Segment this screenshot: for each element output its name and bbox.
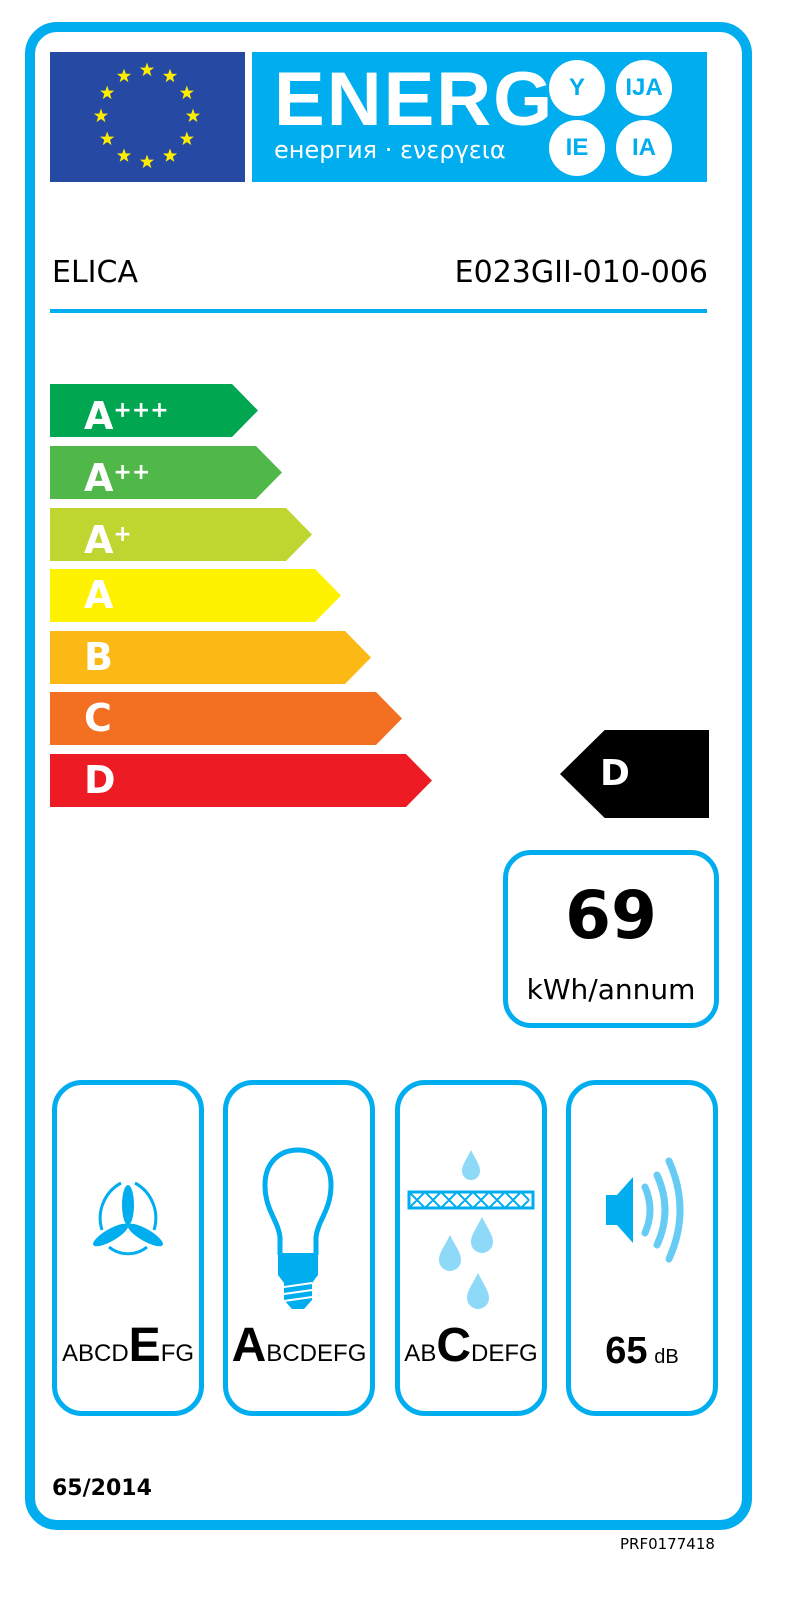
star-icon [179,85,194,100]
suffix-ija: IJA [616,60,672,116]
eu-flag [50,52,245,182]
scale-letter: E [488,1340,505,1367]
speaker-icon [606,1157,684,1263]
rating-letter: D [600,753,630,794]
class-letter: A [84,518,114,562]
energy-class-bar: B [50,631,371,684]
energy-class-bar: A++ [50,446,282,499]
energy-title: ENERG [274,57,555,142]
star-icon [162,68,178,83]
fan-efficiency-scale: ABCDEFG [57,1318,199,1373]
star-icon [100,85,115,100]
fan-icon [93,1181,163,1256]
scale-letter: B [420,1340,437,1367]
star-icon [116,68,132,83]
star-icon [185,108,201,123]
energy-class-bar: D [50,754,432,807]
scale-letter: A [61,1340,78,1367]
scale-letter: C [282,1340,300,1367]
scale-letter: E [128,1319,161,1372]
star-icon [139,62,155,77]
scale-letter: G [519,1340,538,1367]
scale-letter: C [436,1319,471,1372]
supplier-name: ELICA [52,255,138,290]
grease-filtering-scale: ABCDEFG [400,1318,542,1373]
class-plus: ++ [113,460,151,485]
consumption-box: 69 kWh/annum [503,850,719,1028]
class-letter: A [84,456,114,500]
energy-class-bar: A+++ [50,384,258,437]
grease-filter-icon [407,1150,535,1309]
star-icon [100,131,115,146]
light-bulb-icon [262,1147,334,1309]
grease-filtering-box: ABCDEFG [395,1080,547,1416]
class-letter: A [84,394,114,438]
fluid-dynamic-efficiency-box: ABCDEFG [52,1080,204,1416]
label-frame [25,22,752,1530]
scale-letter: F [160,1340,176,1367]
star-icon [162,148,178,162]
class-plus: +++ [113,398,169,423]
suffix-y: Y [549,60,605,116]
suffix-ia: IA [616,120,672,176]
regulation-number: 65/2014 [52,1476,152,1501]
energy-class-bar: A [50,569,341,622]
star-icon [116,148,132,162]
scale-letter: D [299,1340,317,1367]
model-id: E023GII-010-006 [454,255,708,290]
scale-letter: D [111,1340,129,1367]
eu-stars-icon [93,62,201,169]
noise-unit: dB [654,1346,679,1368]
divider [50,309,707,313]
class-letter: C [84,696,112,740]
class-plus: + [113,522,132,547]
lighting-efficiency-box: ABCDEFG [223,1080,375,1416]
scale-letter: C [93,1340,112,1367]
energy-subtitle: енергия · ενεργεια [274,136,506,164]
consumption-value: 69 [565,877,657,954]
suffix-ie: IE [549,120,605,176]
class-letter: B [84,635,113,679]
scale-letter: F [504,1340,520,1367]
lighting-efficiency-scale: ABCDEFG [228,1318,370,1373]
scale-letter: F [333,1340,348,1367]
class-letter: D [84,758,116,802]
energy-class-bar: A+ [50,508,312,561]
scale-letter: B [266,1340,283,1367]
noise-value: 65 dB [571,1330,713,1373]
star-icon [139,154,155,169]
star-icon [93,108,109,123]
star-icon [179,131,194,146]
noise-db: 65 [605,1330,648,1372]
noise-box: 65 dB [566,1080,718,1416]
consumption-unit: kWh/annum [526,973,696,1006]
scale-letter: G [175,1340,195,1367]
scale-letter: E [317,1340,334,1367]
scale-letter: D [471,1340,489,1367]
scale-letter: A [231,1319,267,1372]
energy-class-bar: C [50,692,402,745]
scale-letter: A [404,1340,421,1367]
scale-letter: G [347,1340,367,1367]
energy-header: ENERG енергия · ενεργεια Y IJA IE IA [252,52,707,182]
scale-letter: B [77,1340,94,1367]
product-code: PRF0177418 [620,1535,715,1553]
class-letter: A [84,573,114,617]
